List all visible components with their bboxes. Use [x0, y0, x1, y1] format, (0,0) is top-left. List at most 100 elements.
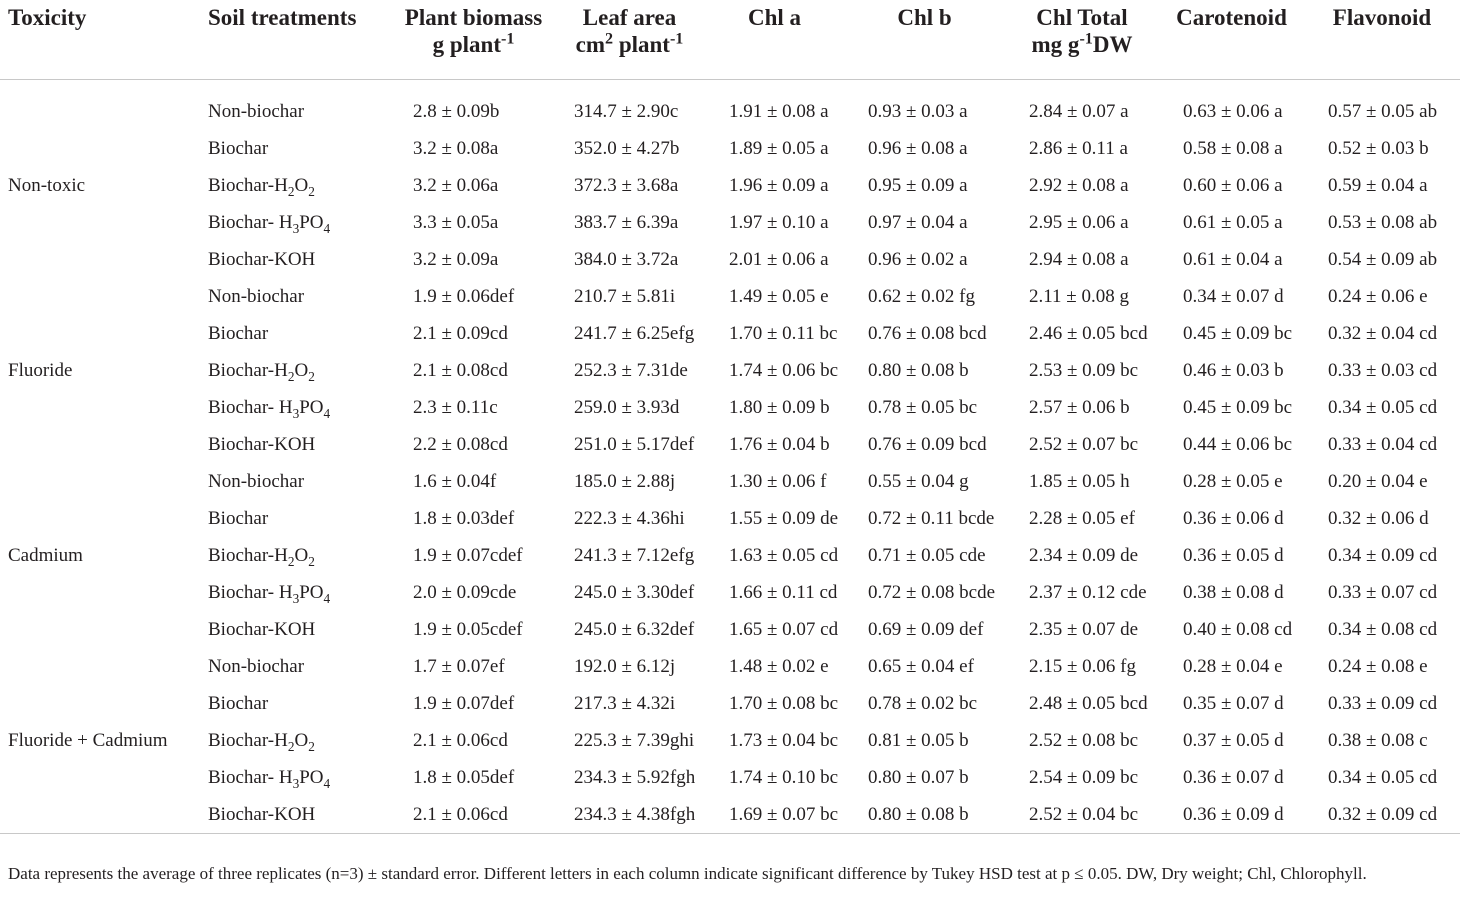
- cell-toxicity: Non-toxic: [8, 175, 86, 196]
- cell-chl-total: 2.86 ± 0.11 a: [1029, 138, 1128, 159]
- cell-toxicity: Cadmium: [8, 545, 83, 566]
- cell-chl-b: 0.80 ± 0.08 b: [868, 360, 969, 381]
- cell-soil-treatment: Biochar: [208, 508, 269, 529]
- cell-flavonoid: 0.24 ± 0.08 e: [1328, 656, 1428, 677]
- cell-toxicity: [0, 242, 200, 279]
- table-body: Non-biochar 2.8 ± 0.09b 314.7 ± 2.90c 1.91 …: [0, 79, 1460, 834]
- cell-leaf-area: 225.3 ± 7.39ghi: [574, 730, 695, 751]
- cell-carotenoid: 0.37 ± 0.05 d: [1183, 730, 1284, 751]
- cell-biomass: 2.0 ± 0.09cde: [413, 582, 517, 603]
- cell-chl-total: 2.15 ± 0.06 fg: [1029, 656, 1137, 677]
- table-row: Biochar-KOH 2.1 ± 0.06cd 234.3 ± 4.38fgh 1.…: [0, 796, 1460, 834]
- cell-leaf-area: 234.3 ± 5.92fgh: [574, 767, 696, 788]
- table-row: Non-biochar 2.8 ± 0.09b 314.7 ± 2.90c 1.91 …: [0, 94, 1460, 131]
- cell-soil-treatment: Biochar-KOH: [208, 434, 316, 455]
- cell-chl-total: 2.52 ± 0.07 bc: [1029, 434, 1139, 455]
- cell-toxicity: [0, 649, 200, 686]
- header-chl-total: Chl Total mg g-1DW: [1005, 0, 1159, 80]
- cell-carotenoid: 0.34 ± 0.07 d: [1183, 286, 1284, 307]
- cell-flavonoid: 0.34 ± 0.05 cd: [1328, 767, 1438, 788]
- cell-chl-a: 1.89 ± 0.05 a: [729, 138, 829, 159]
- cell-flavonoid: 0.33 ± 0.07 cd: [1328, 582, 1438, 603]
- cell-biomass: 2.1 ± 0.09cd: [413, 323, 508, 344]
- table-row: Fluoride Biochar-H2O2 2.1 ± 0.08cd 252.3 ± …: [0, 353, 1460, 390]
- cell-carotenoid: 0.61 ± 0.05 a: [1183, 212, 1283, 233]
- cell-flavonoid: 0.32 ± 0.09 cd: [1304, 796, 1460, 834]
- cell-soil-treatment: Non-biochar: [208, 471, 305, 492]
- cell-carotenoid: 0.36 ± 0.07 d: [1183, 767, 1284, 788]
- cell-soil-treatment: Biochar-H2O2: [208, 175, 315, 199]
- cell-soil-treatment: Non-biochar: [208, 286, 305, 307]
- cell-chl-a: 1.69 ± 0.07 bc: [705, 796, 844, 834]
- table-row: Biochar 1.8 ± 0.03def 222.3 ± 4.36hi 1.55 ±…: [0, 501, 1460, 538]
- cell-toxicity: Fluoride: [8, 360, 73, 381]
- cell-chl-total: 2.46 ± 0.05 bcd: [1029, 323, 1148, 344]
- cell-flavonoid: 0.52 ± 0.03 b: [1328, 138, 1429, 159]
- cell-biomass: 1.9 ± 0.05cdef: [413, 619, 523, 640]
- header-leaf-area: Leaf area cm2 plant-1: [554, 0, 705, 80]
- table-row: Biochar 3.2 ± 0.08a 352.0 ± 4.27b 1.89 ± 0.…: [0, 131, 1460, 168]
- cell-soil-treatment: Biochar- H3PO4: [208, 767, 331, 791]
- cell-chl-a: 2.01 ± 0.06 a: [729, 249, 829, 270]
- cell-biomass: 3.3 ± 0.05a: [413, 212, 499, 233]
- cell-biomass: 1.6 ± 0.04f: [413, 471, 497, 492]
- cell-chl-total: 2.52 ± 0.04 bc: [1005, 796, 1159, 834]
- cell-toxicity: [0, 760, 200, 797]
- cell-carotenoid: 0.58 ± 0.08 a: [1183, 138, 1283, 159]
- cell-biomass: 2.1 ± 0.08cd: [413, 360, 508, 381]
- cell-chl-a: 1.65 ± 0.07 cd: [729, 619, 839, 640]
- cell-toxicity: [0, 464, 200, 501]
- table-row: Biochar 2.1 ± 0.09cd 241.7 ± 6.25efg 1.70 ±…: [0, 316, 1460, 353]
- cell-carotenoid: 0.63 ± 0.06 a: [1183, 101, 1283, 122]
- cell-carotenoid: 0.60 ± 0.06 a: [1183, 175, 1283, 196]
- cell-biomass: 1.9 ± 0.07def: [413, 693, 515, 714]
- cell-chl-total: 2.37 ± 0.12 cde: [1029, 582, 1147, 603]
- cell-carotenoid: 0.44 ± 0.06 bc: [1183, 434, 1293, 455]
- results-table: Toxicity Soil treatments Plant biomass g …: [0, 0, 1460, 834]
- cell-flavonoid: 0.54 ± 0.09 ab: [1328, 249, 1438, 270]
- cell-flavonoid: 0.20 ± 0.04 e: [1328, 471, 1428, 492]
- cell-carotenoid: 0.45 ± 0.09 bc: [1183, 323, 1293, 344]
- cell-soil-treatment: Biochar-H2O2: [208, 545, 315, 569]
- cell-soil-treatment: Biochar: [208, 138, 269, 159]
- cell-leaf-area: 185.0 ± 2.88j: [574, 471, 676, 492]
- cell-chl-b: 0.62 ± 0.02 fg: [868, 286, 976, 307]
- cell-biomass: 1.8 ± 0.03def: [413, 508, 515, 529]
- cell-chl-total: 2.28 ± 0.05 ef: [1029, 508, 1135, 529]
- cell-chl-a: 1.97 ± 0.10 a: [729, 212, 829, 233]
- table-row: Fluoride + Cadmium Biochar-H2O2 2.1 ± 0.06…: [0, 723, 1460, 760]
- cell-leaf-area: 217.3 ± 4.32i: [574, 693, 676, 714]
- cell-toxicity: [0, 796, 200, 834]
- cell-chl-a: 1.96 ± 0.09 a: [729, 175, 829, 196]
- cell-flavonoid: 0.57 ± 0.05 ab: [1328, 101, 1438, 122]
- cell-chl-b: 0.69 ± 0.09 def: [868, 619, 984, 640]
- cell-chl-a: 1.73 ± 0.04 bc: [729, 730, 839, 751]
- cell-toxicity: [0, 612, 200, 649]
- cell-leaf-area: 234.3 ± 4.38fgh: [554, 796, 705, 834]
- cell-biomass: 1.9 ± 0.06def: [413, 286, 515, 307]
- cell-biomass: 2.1 ± 0.06cd: [393, 796, 554, 834]
- cell-toxicity: [0, 427, 200, 464]
- cell-chl-total: 2.95 ± 0.06 a: [1029, 212, 1129, 233]
- cell-toxicity: Fluoride + Cadmium: [8, 730, 168, 751]
- cell-biomass: 1.9 ± 0.07cdef: [413, 545, 523, 566]
- cell-chl-total: 2.35 ± 0.07 de: [1029, 619, 1139, 640]
- cell-leaf-area: 245.0 ± 3.30def: [574, 582, 695, 603]
- cell-chl-b: 0.72 ± 0.08 bcde: [868, 582, 996, 603]
- cell-toxicity: [0, 94, 200, 131]
- cell-carotenoid: 0.40 ± 0.08 cd: [1183, 619, 1293, 640]
- cell-flavonoid: 0.34 ± 0.05 cd: [1328, 397, 1438, 418]
- cell-toxicity: [0, 686, 200, 723]
- header-chl-a: Chl a: [705, 0, 844, 80]
- cell-chl-b: 0.76 ± 0.09 bcd: [868, 434, 987, 455]
- cell-leaf-area: 222.3 ± 4.36hi: [574, 508, 685, 529]
- cell-soil-treatment: Non-biochar: [208, 656, 305, 677]
- cell-chl-a: 1.30 ± 0.06 f: [729, 471, 827, 492]
- cell-chl-b: 0.65 ± 0.04 ef: [868, 656, 974, 677]
- cell-soil-treatment: Biochar-KOH: [208, 619, 316, 640]
- cell-chl-a: 1.74 ± 0.06 bc: [729, 360, 839, 381]
- cell-carotenoid: 0.28 ± 0.04 e: [1183, 656, 1283, 677]
- cell-leaf-area: 252.3 ± 7.31de: [574, 360, 688, 381]
- cell-chl-a: 1.63 ± 0.05 cd: [729, 545, 839, 566]
- cell-flavonoid: 0.24 ± 0.06 e: [1328, 286, 1428, 307]
